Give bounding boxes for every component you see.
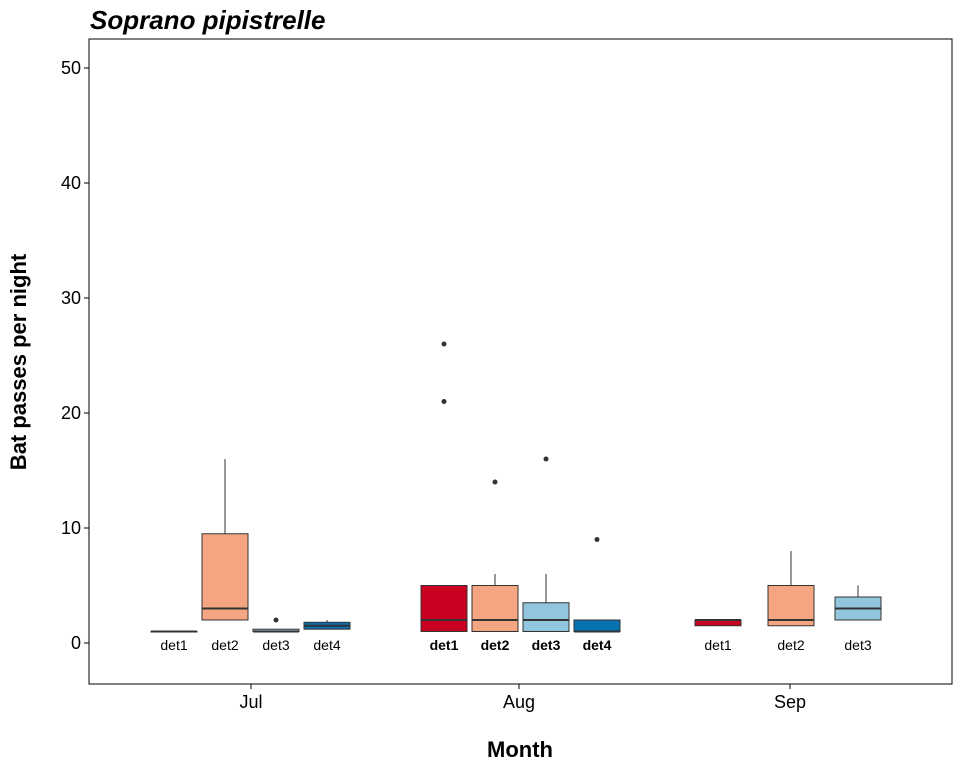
box-sep-det3 [834, 585, 882, 621]
box-aug-det2 [471, 479, 519, 632]
x-tick-label: Aug [503, 692, 535, 712]
detector-label: det1 [160, 637, 187, 653]
x-tick-label: Sep [774, 692, 806, 712]
y-tick-label: 20 [61, 403, 81, 423]
detector-label: det1 [704, 637, 731, 653]
outlier-point [492, 479, 498, 485]
outlier-point [441, 399, 447, 404]
box-body [201, 533, 249, 621]
detector-label: det3 [262, 637, 289, 653]
box-body [573, 619, 621, 632]
outlier-point [273, 617, 279, 623]
detector-label: det1 [430, 637, 459, 653]
y-axis-title: Bat passes per night [6, 253, 31, 470]
box-jul-det2 [201, 459, 249, 621]
outlier-point [543, 456, 549, 462]
box-aug-det1 [420, 341, 468, 632]
y-axis: 0 10 20 30 40 50 [61, 58, 89, 653]
box-body [471, 585, 519, 632]
box-jul-det4 [303, 620, 351, 630]
y-tick-label: 0 [71, 633, 81, 653]
detector-label: det2 [777, 637, 804, 653]
box-sep-det2 [767, 551, 815, 627]
x-axis: Jul Aug Sep [239, 684, 806, 712]
box-body [522, 602, 570, 632]
x-axis-title: Month [487, 737, 553, 762]
outlier-point [594, 537, 600, 542]
y-tick-label: 10 [61, 518, 81, 538]
detector-labels: det1 det2 det3 det4 det1 det2 det3 det4 det1 det2… [160, 637, 871, 653]
x-tick-label: Jul [239, 692, 262, 712]
box-series [150, 341, 882, 633]
y-tick-label: 30 [61, 288, 81, 308]
box-sep-det1 [694, 619, 742, 627]
box-aug-det3 [522, 456, 570, 632]
detector-label: det2 [481, 637, 510, 653]
detector-label: det3 [532, 637, 561, 653]
box-jul-det3 [252, 617, 300, 633]
box-jul-det1 [150, 630, 198, 633]
detector-label: det4 [313, 637, 340, 653]
outlier-point [441, 341, 447, 347]
detector-label: det2 [211, 637, 238, 653]
box-body [420, 585, 468, 632]
y-tick-label: 50 [61, 58, 81, 78]
chart-title: Soprano pipistrelle [90, 5, 326, 35]
detector-label: det3 [844, 637, 871, 653]
y-tick-label: 40 [61, 173, 81, 193]
plot-panel [88, 38, 953, 685]
detector-label: det4 [583, 637, 612, 653]
box-aug-det4 [573, 537, 621, 633]
